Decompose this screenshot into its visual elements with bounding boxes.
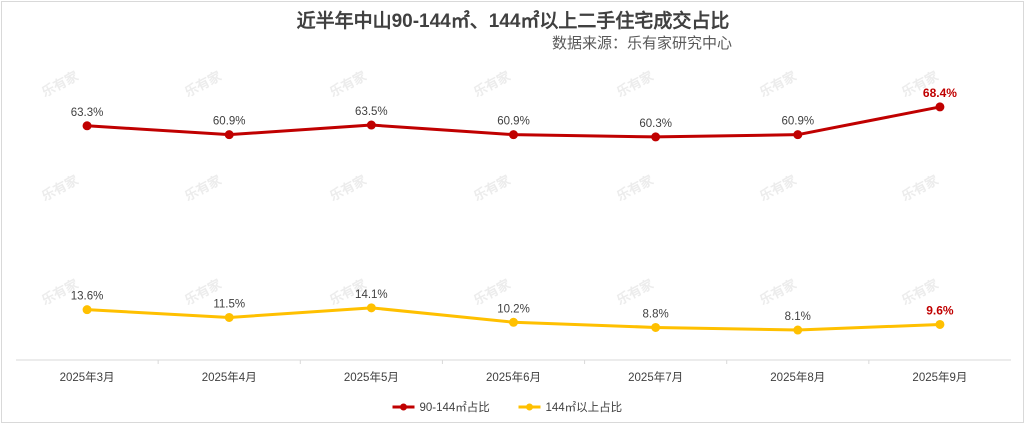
data-point [509,317,518,327]
legend: 90-144㎡占比 144㎡以上占比 [392,400,623,414]
data-point [793,130,803,140]
x-tick-label: 2025年5月 [344,370,399,384]
watermark-text: 乐有家 [327,68,369,100]
watermark-text: 乐有家 [471,68,513,100]
data-label: 11.5% [213,298,245,310]
data-point [935,102,945,112]
watermark-text: 乐有家 [327,172,369,204]
x-tick-label: 2025年9月 [912,370,967,384]
data-label: 60.9% [213,116,246,128]
watermark-text: 乐有家 [757,68,799,100]
watermark-text: 乐有家 [899,172,941,204]
series-2: 13.6% 11.5% 14.1% 10.2% 8.8% 8.1% 9.6% [71,289,954,335]
watermark-text: 乐有家 [614,172,656,204]
data-point [224,312,234,322]
data-point [366,120,376,130]
data-label: 68.4% [923,86,957,100]
data-label: 63.3% [71,107,104,119]
legend-swatch-marker [400,403,407,411]
data-label: 14.1% [355,289,388,301]
watermark-text: 乐有家 [39,172,81,204]
data-label: 13.6% [71,291,104,303]
legend-label: 90-144㎡占比 [420,400,490,414]
x-tick-label: 2025年8月 [770,370,825,384]
data-point [366,303,376,313]
watermark-text: 乐有家 [757,276,799,308]
legend-swatch-marker [526,403,533,411]
data-label: 9.6% [926,303,954,317]
x-tick-label: 2025年7月 [628,370,683,384]
x-tick-label: 2025年4月 [202,370,257,384]
legend-label: 144㎡以上占比 [546,400,623,414]
series-1: 63.3% 60.9% 63.5% 60.9% 60.3% 60.9% 68.4% [71,86,957,142]
data-label: 8.8% [643,308,669,320]
x-axis-ticks: 2025年3月 2025年4月 2025年5月 2025年6月 2025年7月 2025年… [60,360,967,384]
x-tick-label: 2025年6月 [486,370,541,384]
data-label: 60.3% [639,118,672,130]
data-point [793,325,803,335]
data-label: 10.2% [497,303,530,315]
data-label: 8.1% [785,311,811,323]
watermark-text: 乐有家 [39,68,81,100]
watermark-text: 乐有家 [614,276,656,308]
data-label: 60.9% [781,116,814,128]
data-point [935,319,945,329]
watermark-layer: 乐有家 乐有家 乐有家 乐有家 乐有家 乐有家 乐有家乐有家 乐有家 乐有家 乐有家 乐有家 乐有家乐… [39,68,941,308]
legend-item-1: 90-144㎡占比 [392,400,490,414]
data-point [651,322,661,332]
data-point [509,130,518,140]
watermark-text: 乐有家 [471,172,513,204]
watermark-text: 乐有家 [614,68,656,100]
data-point [82,305,92,315]
chart-title: 近半年中山90-144㎡、144㎡以上二手住宅成交占比 [297,9,730,32]
legend-item-2: 144㎡以上占比 [518,400,623,414]
data-label: 63.5% [355,106,388,118]
watermark-text: 乐有家 [182,68,224,100]
data-point [82,121,92,131]
chart-subtitle: 数据来源：乐有家研究中心 [552,35,732,52]
x-tick-label: 2025年3月 [60,370,115,384]
watermark-text: 乐有家 [182,172,224,204]
series-layer: 63.3% 60.9% 63.5% 60.9% 60.3% 60.9% 68.4% 13.6%… [71,86,957,335]
data-point [224,130,234,140]
data-point [651,132,661,142]
data-label: 60.9% [497,116,530,128]
watermark-text: 乐有家 [757,172,799,204]
